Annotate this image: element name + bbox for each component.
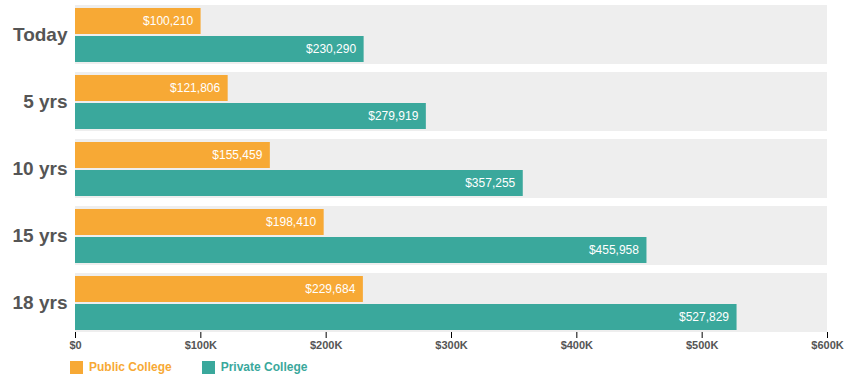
- html-text:Public College: Public College: [89, 360, 172, 374]
- svg-text:$600K: $600K: [811, 339, 843, 351]
- svg-text:$121,806: $121,806: [170, 81, 220, 95]
- svg-text:$0: $0: [69, 339, 81, 351]
- svg-text:$155,459: $155,459: [212, 148, 262, 162]
- html-text:Private College: Private College: [220, 360, 308, 374]
- svg-text:$279,919: $279,919: [368, 109, 418, 123]
- svg-text:$500K: $500K: [686, 339, 718, 351]
- svg-text:$100,210: $100,210: [143, 14, 193, 28]
- svg-text:Today: Today: [13, 24, 68, 45]
- svg-text:$527,829: $527,829: [679, 310, 729, 324]
- svg-text:$229,684: $229,684: [305, 282, 355, 296]
- svg-text:10 yrs: 10 yrs: [13, 158, 68, 179]
- svg-text:$100K: $100K: [185, 339, 217, 351]
- svg-text:$400K: $400K: [561, 339, 593, 351]
- svg-text:$200K: $200K: [310, 339, 342, 351]
- svg-text:$357,255: $357,255: [465, 176, 515, 190]
- svg-text:$230,290: $230,290: [306, 42, 356, 56]
- svg-text:15 yrs: 15 yrs: [13, 225, 68, 246]
- svg-text:$455,958: $455,958: [589, 243, 639, 257]
- svg-text:$198,410: $198,410: [266, 215, 316, 229]
- svg-text:5 yrs: 5 yrs: [23, 91, 67, 112]
- svg-text:18 yrs: 18 yrs: [13, 292, 68, 313]
- svg-text:$300K: $300K: [435, 339, 467, 351]
